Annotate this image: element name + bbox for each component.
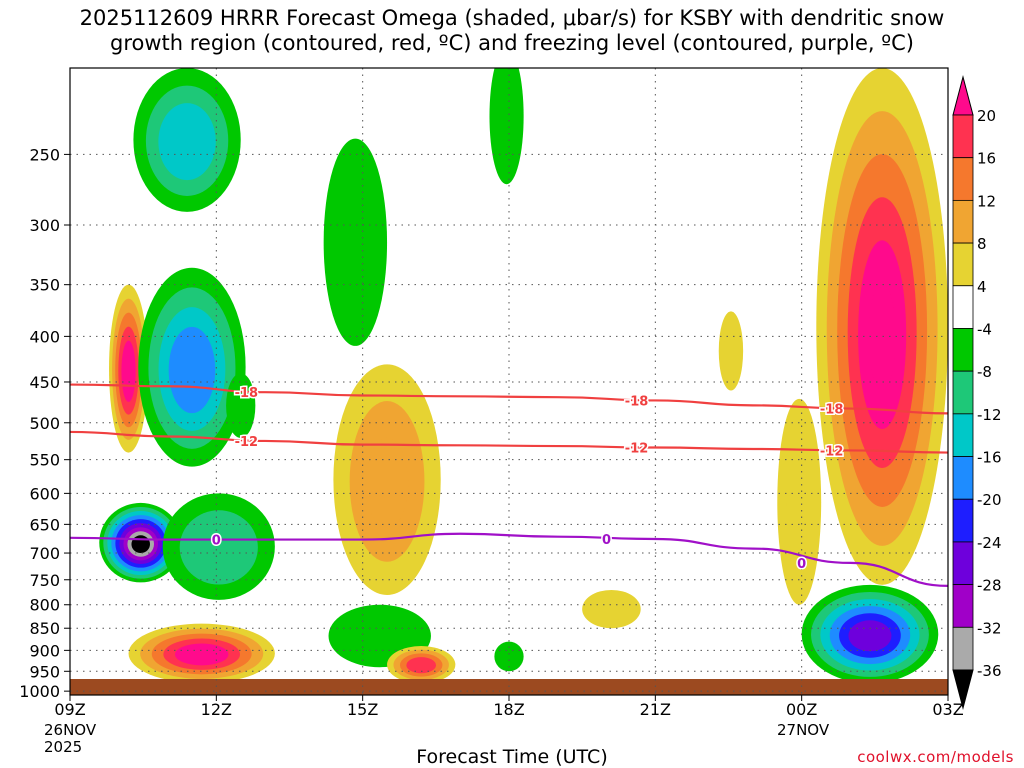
grid [70,68,948,695]
colorbar-label-6: -8 [977,363,992,381]
colorbar-bin-1 [952,157,974,201]
omega-cell-6-band-1 [232,388,249,425]
y-tick-label-550: 550 [29,451,60,470]
colorbar-label-7: -12 [977,406,1002,424]
omega-cell-1-band-5 [124,354,133,390]
omega-cell-9-band-1 [350,619,409,655]
x-tick-label-03Z: 03Z [932,700,963,719]
omega-cell-7-band-1 [337,185,374,304]
omega-cell-14-band-1 [724,329,738,375]
omega-cell-13-band-1 [594,598,628,621]
colorbar-bottom-arrow [952,669,974,710]
colorbar-label-11: -28 [977,577,1002,595]
isotherm--18 [69,383,949,415]
y-tick-label-300: 300 [29,216,60,235]
x-tick-label-12Z: 12Z [201,700,232,719]
isotherm-label-0-0: 0 [212,534,221,549]
colorbar-bin-7 [952,413,974,457]
omega-cell-3-band-3 [170,120,204,165]
y-tick-label-400: 400 [29,327,60,346]
omega-shading [70,68,948,695]
start-date-label: 26NOV 2025 [44,722,96,756]
omega-cell-0-band-5 [186,648,217,661]
isotherm--12 [69,430,949,454]
title-line-2: growth region (contoured, red, ºC) and f… [110,31,914,55]
colorbar-bin-12 [952,626,974,671]
colorbar-bin-2 [952,199,974,244]
colorbar-label-9: -20 [977,491,1002,509]
mid-date-label: 27NOV [777,721,830,739]
y-tick-label-450: 450 [29,373,60,392]
x-axis-label: Forecast Time (UTC) [416,746,608,768]
colorbar-label-2: 12 [977,192,996,210]
y-tick-label-650: 650 [29,515,60,534]
colorbar-label-10: -24 [977,534,1002,552]
colorbar-bin-8 [952,456,974,500]
colorbar-bin-9 [952,498,974,543]
isotherm-0 [69,532,949,588]
x-tick-label-21Z: 21Z [640,700,671,719]
colorbar-bin-4 [952,285,974,329]
y-tick-label-950: 950 [29,662,60,681]
isotherm-label--12-2: -12 [820,444,844,459]
colorbar-label-3: 8 [977,235,987,253]
colorbar-bin-6 [952,370,974,415]
colorbar-bin-0 [952,114,974,159]
isotherm-label--12-1: -12 [625,442,649,457]
colorbar-label-12: -32 [977,619,1002,637]
title-line-1: 2025112609 HRRR Forecast Omega (shaded, … [79,6,945,30]
omega-cell-10-band-4 [412,660,430,670]
isotherm-label--18-2: -18 [820,403,844,418]
y-tick-label-900: 900 [29,641,60,660]
x-tick-label-18Z: 18Z [493,700,524,719]
isotherm-label-0-2: 0 [797,557,806,572]
y-tick-label-500: 500 [29,414,60,433]
chart-title: 2025112609 HRRR Forecast Omega (shaded, … [0,6,1024,56]
y-tick-label-350: 350 [29,276,60,295]
y-tick-label-800: 800 [29,596,60,615]
colorbar-label-0: 20 [977,107,996,125]
x-tick-label-00Z: 00Z [786,700,817,719]
isotherm-label--18-0: -18 [235,386,259,401]
x-tick-label-09Z: 09Z [54,700,85,719]
colorbar-label-8: -16 [977,449,1002,467]
y-tick-label-250: 250 [29,145,60,164]
y-tick-label-700: 700 [29,544,60,563]
colorbar-label-13: -36 [977,662,1002,680]
isotherm-label-0-1: 0 [602,533,611,548]
omega-cell-12-band-1 [500,648,518,666]
colorbar-top-arrow [952,75,974,116]
credit-link[interactable]: coolwx.com/models [857,748,1014,766]
y-tick-label-850: 850 [29,619,60,638]
y-tick-label-1000: 1000 [19,682,60,701]
omega-cell-17-band-1 [786,445,812,563]
colorbar-bin-3 [952,242,974,287]
y-tick-label-600: 600 [29,484,60,503]
colorbar-label-4: 4 [977,278,987,296]
omega-cell-16-band-5 [868,283,896,391]
colorbar-bin-11 [952,584,974,628]
colorbar-label-5: -4 [977,320,992,338]
colorbar-label-1: 16 [977,150,996,168]
isotherm-label--12-0: -12 [235,435,259,450]
colorbar-bin-10 [952,541,974,586]
x-tick-label-15Z: 15Z [347,700,378,719]
omega-cell-8-band-2 [365,437,409,529]
omega-cell-15-band-6 [857,627,883,645]
omega-cell-11-band-1 [496,79,517,157]
colorbar-bin-5 [952,328,974,372]
omega-cell-5-band-2 [196,527,241,570]
y-tick-label-750: 750 [29,571,60,590]
omega-cell-4-band-4 [178,346,206,396]
isotherm-label--18-1: -18 [625,394,649,409]
start-day-label: 26NOV [44,721,97,739]
start-year-label: 2025 [44,738,83,756]
omega-cell-2-band-9 [135,539,146,550]
